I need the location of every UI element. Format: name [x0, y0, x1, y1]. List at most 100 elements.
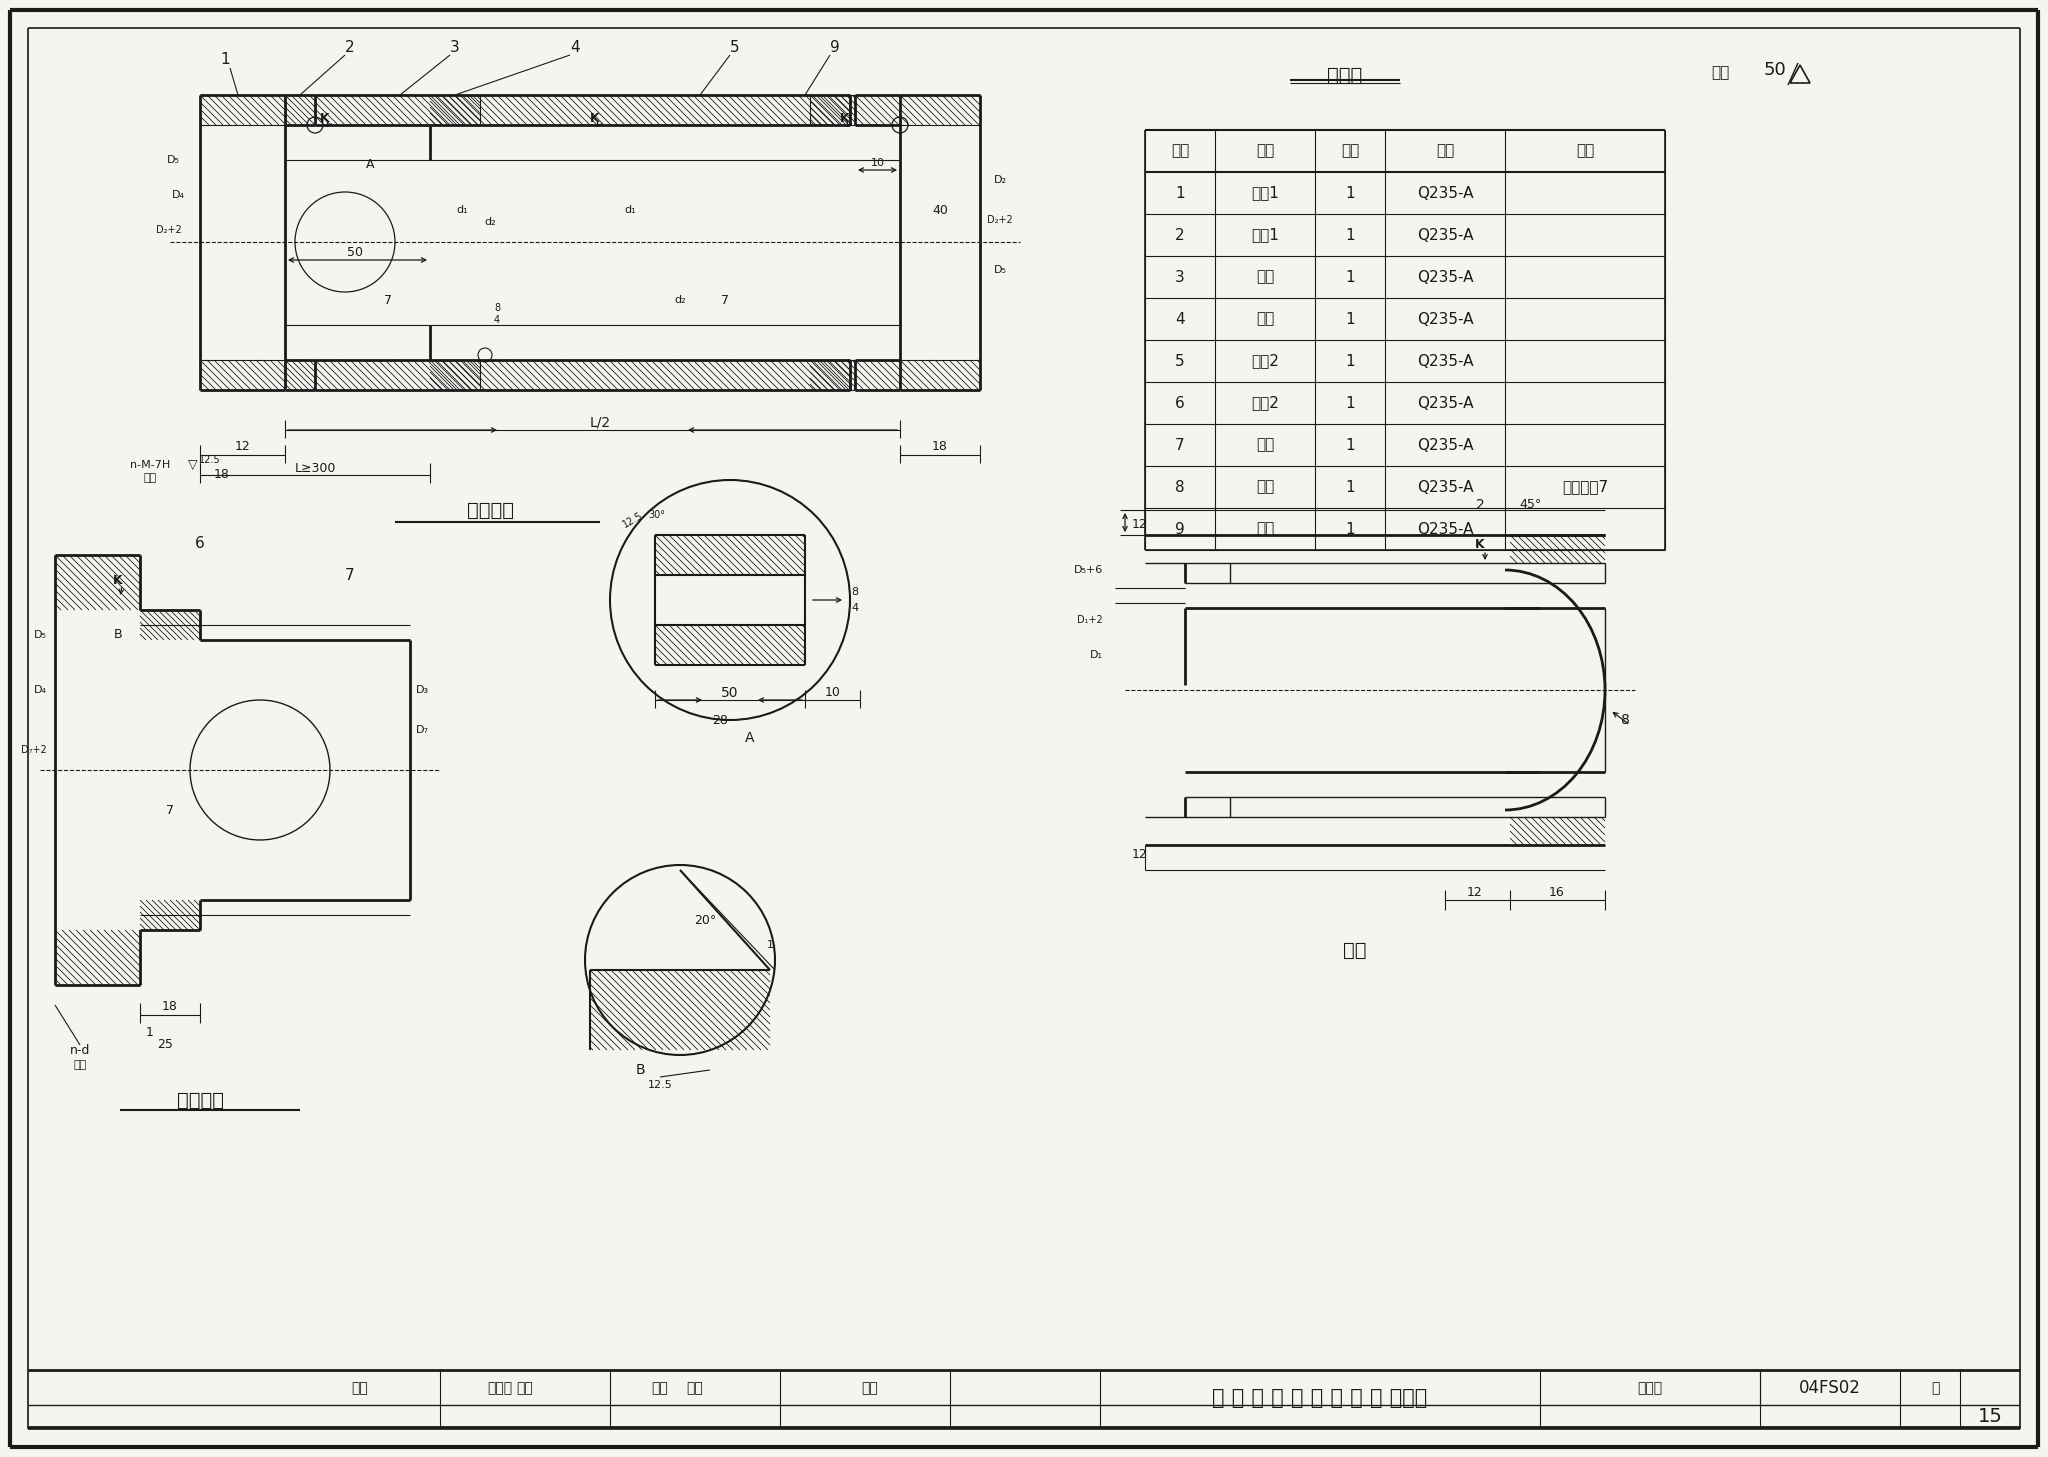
Text: 12.5: 12.5 — [621, 510, 645, 530]
Text: 6: 6 — [1176, 395, 1186, 411]
Text: Q235-A: Q235-A — [1417, 227, 1473, 242]
Text: 40: 40 — [932, 204, 948, 217]
Text: Q235-A: Q235-A — [1417, 312, 1473, 326]
Text: 法兰1: 法兰1 — [1251, 185, 1278, 201]
Text: 5: 5 — [1176, 354, 1186, 369]
Text: 12.5: 12.5 — [199, 455, 221, 465]
Text: 8: 8 — [852, 587, 858, 597]
Text: 30°: 30° — [649, 510, 666, 520]
Text: K: K — [840, 112, 850, 124]
Text: n-M-7H: n-M-7H — [129, 460, 170, 471]
Text: 4: 4 — [852, 603, 858, 613]
Text: 50: 50 — [346, 245, 362, 258]
Text: 28: 28 — [713, 714, 727, 727]
Text: D₅: D₅ — [35, 629, 47, 640]
Text: D₄: D₄ — [35, 685, 47, 695]
Text: 9: 9 — [1176, 522, 1186, 536]
Text: 7: 7 — [385, 293, 391, 306]
Text: D₂+2: D₂+2 — [987, 216, 1014, 224]
Text: 7: 7 — [166, 803, 174, 816]
Text: 翼环: 翼环 — [1255, 522, 1274, 536]
Text: 50: 50 — [721, 686, 739, 699]
Text: 均布: 均布 — [74, 1061, 86, 1069]
Text: D₄: D₄ — [172, 189, 184, 200]
Text: D₇+2: D₇+2 — [20, 745, 47, 755]
Text: d₂: d₂ — [674, 294, 686, 305]
Text: 9: 9 — [829, 41, 840, 55]
Text: 法兰2: 法兰2 — [1251, 395, 1278, 411]
Text: 挡圈1: 挡圈1 — [1251, 227, 1278, 242]
Text: K: K — [319, 112, 330, 124]
Text: 1: 1 — [1346, 522, 1356, 536]
Text: d₂: d₂ — [483, 217, 496, 227]
Text: 短管: 短管 — [1255, 437, 1274, 453]
Text: 18: 18 — [162, 1001, 178, 1014]
Text: 12: 12 — [236, 440, 250, 453]
Text: 图集号: 图集号 — [1638, 1381, 1663, 1394]
Text: 1: 1 — [1176, 185, 1186, 201]
Text: K: K — [590, 112, 600, 124]
Text: d₁: d₁ — [457, 205, 467, 216]
Text: 15: 15 — [1978, 1407, 2003, 1426]
Text: 5: 5 — [731, 41, 739, 55]
Text: 材料: 材料 — [1436, 143, 1454, 159]
Text: Q235-A: Q235-A — [1417, 354, 1473, 369]
Text: 1: 1 — [145, 1027, 154, 1039]
Text: 挡圈2: 挡圈2 — [1251, 354, 1278, 369]
Text: 2: 2 — [1176, 227, 1186, 242]
Text: 18: 18 — [215, 469, 229, 481]
Text: 1: 1 — [1346, 227, 1356, 242]
Text: 套管: 套管 — [1255, 312, 1274, 326]
Text: A: A — [367, 159, 375, 172]
Text: 10: 10 — [825, 686, 842, 699]
Text: 18: 18 — [932, 440, 948, 453]
Text: D₁+2: D₁+2 — [1077, 615, 1104, 625]
Text: 6: 6 — [195, 536, 205, 551]
Text: D₂+2: D₂+2 — [156, 224, 182, 235]
Text: 8: 8 — [494, 303, 500, 313]
Text: 设计: 设计 — [686, 1381, 702, 1394]
Text: B: B — [115, 628, 123, 641]
Text: 法兰压盖: 法兰压盖 — [176, 1090, 223, 1109]
Text: 材料表: 材料表 — [1327, 66, 1362, 85]
Text: 郭娜: 郭娜 — [651, 1381, 668, 1394]
Text: 校对: 校对 — [516, 1381, 532, 1394]
Text: 2: 2 — [346, 41, 354, 55]
Text: 刘敏: 刘敏 — [862, 1381, 879, 1394]
Text: K: K — [1475, 539, 1485, 552]
Text: 12: 12 — [1466, 886, 1483, 899]
Text: 7: 7 — [346, 567, 354, 583]
Text: 1: 1 — [1346, 354, 1356, 369]
Text: 16: 16 — [1548, 886, 1565, 899]
Text: A: A — [745, 731, 756, 745]
Text: 12.5: 12.5 — [647, 1080, 672, 1090]
Text: 前页件号7: 前页件号7 — [1563, 479, 1608, 494]
Text: 挡板: 挡板 — [1343, 941, 1366, 960]
Text: 1: 1 — [221, 52, 229, 67]
Text: 04FS02: 04FS02 — [1798, 1378, 1862, 1397]
Text: 4: 4 — [1176, 312, 1186, 326]
Text: 1: 1 — [1346, 395, 1356, 411]
Text: 许为民: 许为民 — [487, 1381, 512, 1394]
Text: 7: 7 — [1176, 437, 1186, 453]
Text: L/2: L/2 — [590, 415, 610, 428]
Text: 1: 1 — [766, 940, 774, 950]
Text: 数量: 数量 — [1341, 143, 1360, 159]
Text: 法兰套管: 法兰套管 — [467, 501, 514, 520]
Text: 3: 3 — [451, 41, 461, 55]
Text: Q235-A: Q235-A — [1417, 522, 1473, 536]
Text: 名称: 名称 — [1255, 143, 1274, 159]
Text: 1: 1 — [1346, 312, 1356, 326]
Text: 7: 7 — [721, 293, 729, 306]
Text: n-d: n-d — [70, 1043, 90, 1056]
Text: D₅: D₅ — [993, 265, 1006, 275]
Text: 4: 4 — [494, 315, 500, 325]
Text: 8: 8 — [1176, 479, 1186, 494]
Text: 页: 页 — [1931, 1381, 1939, 1394]
Text: Q235-A: Q235-A — [1417, 270, 1473, 284]
Text: ▽: ▽ — [188, 459, 199, 472]
Text: 3: 3 — [1176, 270, 1186, 284]
Text: Q235-A: Q235-A — [1417, 395, 1473, 411]
Text: D₇: D₇ — [416, 726, 428, 734]
Text: d₁: d₁ — [625, 205, 635, 216]
